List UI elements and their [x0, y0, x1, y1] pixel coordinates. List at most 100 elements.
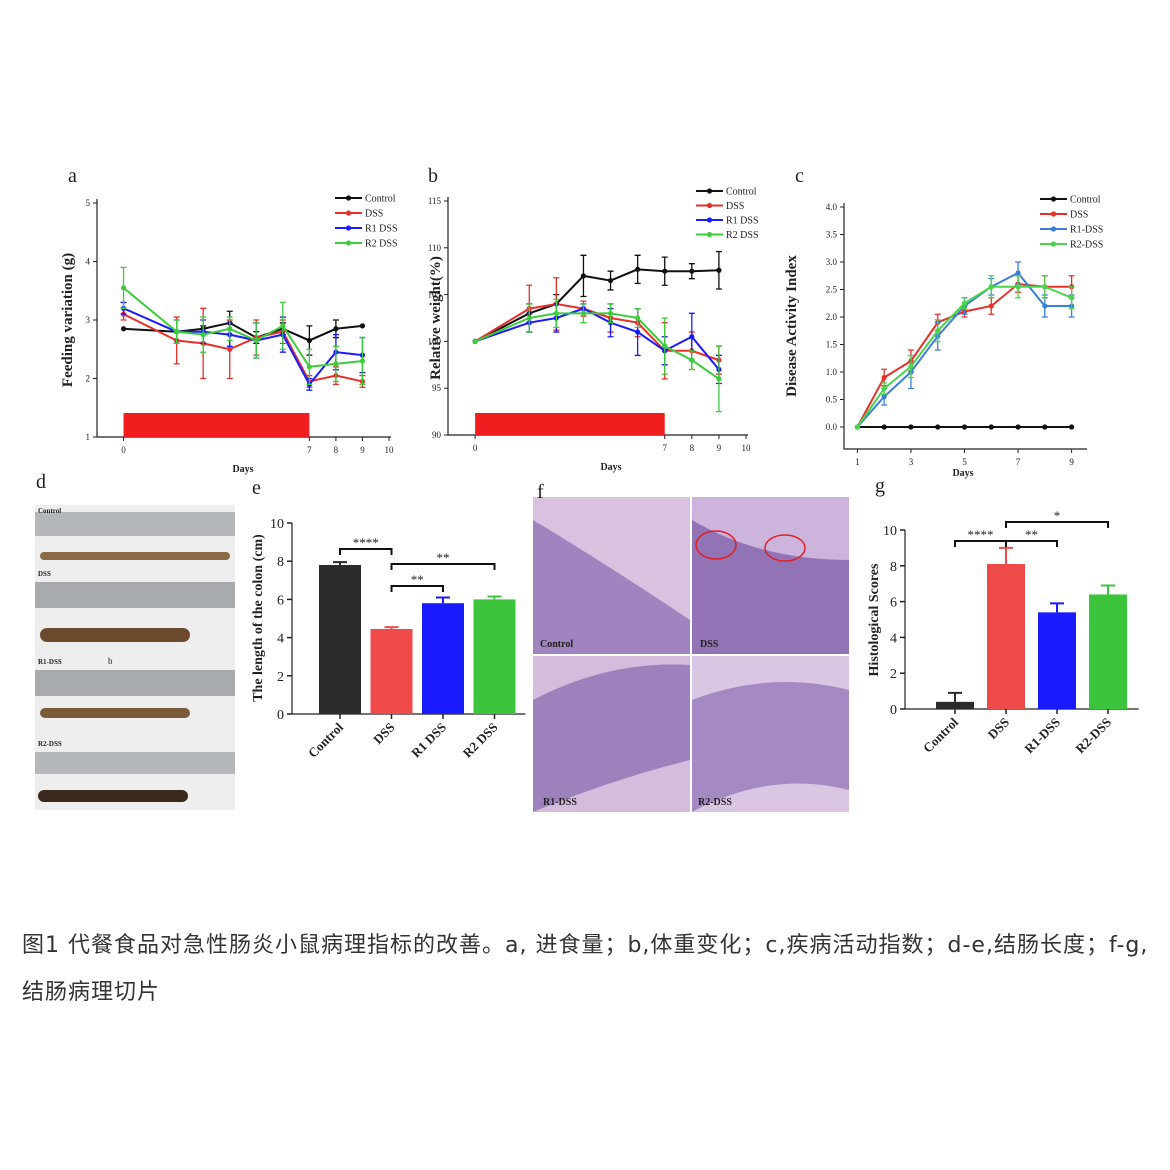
photo-label: DSS [38, 570, 51, 578]
marker [580, 273, 587, 279]
x-axis-label: Days [232, 464, 253, 475]
y-tick-label: 6 [277, 593, 284, 608]
figure: d Control DSS R1-DSS b R2-DSS f Control … [35, 165, 1139, 812]
x-tick-label: 7 [307, 445, 312, 455]
panel-label: e [252, 477, 261, 499]
highlight [764, 534, 806, 562]
significance-bracket [390, 563, 496, 570]
y-tick-label: 2.5 [826, 285, 838, 295]
legend-label: R1 DSS [726, 216, 759, 227]
y-tick-label: 0 [277, 708, 284, 723]
bar-chart: g 0 2 4 6 8 10 Histological Scores Control DSS R1-… [867, 475, 1139, 756]
marker [306, 337, 312, 344]
ruler [35, 582, 235, 608]
y-axis-label: Relative weight(%) [428, 256, 444, 380]
photo-label: Control [38, 507, 61, 515]
y-axis-label: Disease Activity Index [784, 255, 800, 397]
legend-label: R1-DSS [1070, 225, 1103, 236]
marker [1015, 424, 1021, 430]
photo-label: R1-DSS [38, 658, 62, 666]
bar [473, 599, 516, 714]
marker [988, 284, 994, 290]
y-tick-label: 115 [428, 196, 442, 206]
x-tick-label: 8 [334, 445, 339, 455]
legend-marker [706, 188, 713, 194]
y-tick-label: 4 [86, 257, 91, 267]
marker [333, 361, 339, 367]
bar [1089, 594, 1127, 709]
panel-label: c [795, 165, 804, 187]
error-bar [333, 561, 347, 566]
marker [635, 329, 641, 335]
ruler [35, 512, 235, 536]
x-tick-label: Control [920, 714, 961, 755]
x-tick-label: 1 [855, 457, 860, 467]
marker [988, 303, 994, 309]
y-tick-label: 4 [277, 632, 284, 647]
bar [987, 564, 1025, 709]
error-bar [999, 546, 1013, 565]
marker [881, 374, 887, 381]
marker [280, 323, 286, 329]
panel-label: f [537, 481, 544, 503]
marker [635, 266, 641, 272]
marker [472, 338, 478, 344]
x-tick-label: R1-DSS [1021, 715, 1063, 757]
marker [607, 277, 614, 284]
legend-label: DSS [1070, 210, 1088, 221]
marker [881, 424, 887, 430]
significance-label: * [1054, 508, 1061, 523]
y-tick-label: 5 [86, 198, 91, 208]
x-tick-label: 5 [962, 457, 967, 467]
marker [961, 300, 968, 306]
bar [370, 629, 413, 714]
series-line [123, 307, 363, 387]
panel-label: d [36, 471, 46, 493]
marker [359, 323, 366, 329]
x-tick-label: 9 [360, 445, 365, 455]
x-tick-label: DSS [985, 715, 1012, 742]
marker [1042, 284, 1048, 290]
marker [935, 328, 941, 334]
y-tick-label: 90 [432, 430, 442, 440]
marker [908, 363, 914, 370]
photo-label: b [108, 656, 113, 666]
marker [1015, 270, 1021, 276]
x-tick-label: Control [305, 719, 346, 760]
y-tick-label: 3 [86, 315, 91, 325]
bar [936, 701, 974, 709]
photo-label: DSS [700, 639, 719, 650]
marker [988, 424, 994, 430]
y-tick-label: 1 [86, 432, 91, 442]
y-tick-label: 0 [890, 703, 897, 718]
y-tick-label: 1.0 [826, 367, 838, 377]
y-axis-label: Feeding variation (g) [60, 253, 76, 387]
legend-marker [345, 195, 352, 201]
y-tick-label: 4.0 [826, 202, 838, 212]
legend-label: DSS [365, 209, 383, 220]
y-tick-label: 0.5 [826, 395, 838, 405]
marker [580, 310, 587, 316]
marker [662, 268, 668, 274]
y-tick-label: 2 [890, 667, 897, 682]
legend-label: R2 DSS [365, 239, 398, 250]
treatment-span [475, 413, 665, 435]
x-tick-label: 10 [385, 445, 395, 455]
legend-label: DSS [726, 201, 744, 212]
x-axis-label: Days [952, 468, 973, 479]
significance-label: ** [1025, 527, 1038, 542]
legend-marker [345, 225, 352, 231]
x-tick-label: 9 [1069, 457, 1074, 467]
y-tick-label: 4 [890, 631, 897, 646]
marker [607, 310, 614, 316]
significance-bracket [390, 585, 444, 592]
x-tick-label: DSS [370, 720, 397, 747]
x-tick-label: 9 [717, 443, 722, 453]
x-tick-label: 3 [909, 457, 914, 467]
error-bar [948, 691, 962, 702]
error-bar [436, 596, 450, 604]
series-line [856, 271, 1072, 428]
photo-label: R2-DSS [38, 740, 62, 748]
marker [881, 385, 887, 392]
legend-marker [1050, 226, 1057, 232]
